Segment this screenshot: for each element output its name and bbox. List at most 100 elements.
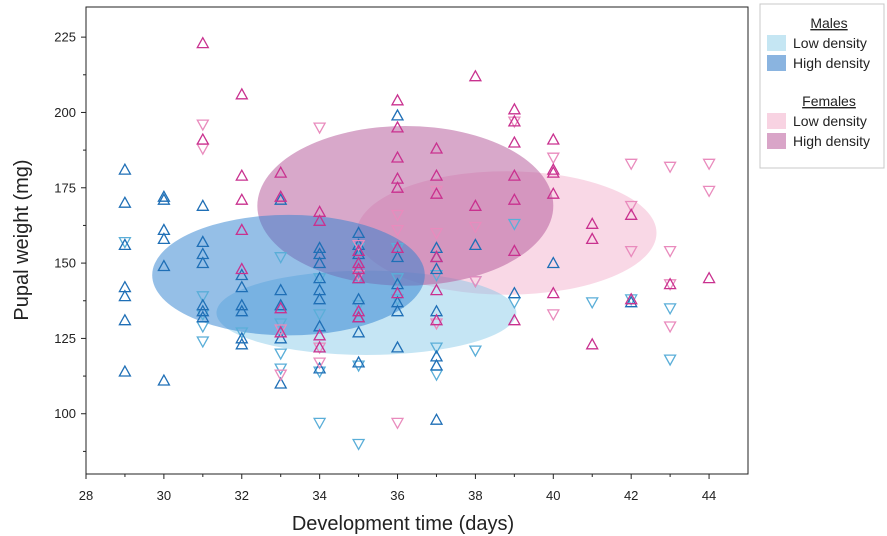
data-point bbox=[429, 358, 444, 371]
data-point bbox=[351, 239, 366, 252]
x-tick-label: 42 bbox=[624, 488, 638, 503]
data-point bbox=[312, 214, 327, 226]
data-point bbox=[546, 132, 560, 145]
x-tick-label: 40 bbox=[546, 488, 560, 503]
data-point bbox=[351, 242, 366, 255]
data-point bbox=[624, 200, 638, 213]
y-tick-label: 225 bbox=[54, 30, 76, 45]
data-point bbox=[235, 262, 249, 275]
data-point bbox=[702, 271, 716, 284]
data-point bbox=[468, 199, 483, 211]
data-point bbox=[274, 318, 288, 331]
x-tick-label: 30 bbox=[157, 488, 171, 503]
data-point bbox=[390, 241, 405, 254]
data-point bbox=[507, 218, 522, 231]
data-point bbox=[118, 162, 132, 175]
data-point bbox=[429, 250, 444, 263]
data-point bbox=[274, 165, 288, 178]
data-point bbox=[390, 171, 405, 184]
data-point bbox=[118, 195, 132, 208]
data-point bbox=[390, 150, 405, 163]
data-point bbox=[312, 361, 327, 374]
data-point bbox=[274, 331, 288, 344]
legend-group-heading: Males bbox=[810, 15, 847, 31]
legend-swatch bbox=[767, 113, 786, 129]
legend-label: High density bbox=[793, 133, 870, 149]
data-point bbox=[429, 283, 444, 296]
data-point bbox=[274, 283, 288, 296]
data-point bbox=[507, 286, 522, 299]
data-point bbox=[312, 271, 327, 284]
axis-layer: 28 30 32 34 36 38 40 42 44 100 125 150 175 200 225 bbox=[54, 30, 716, 503]
data-point bbox=[196, 119, 210, 132]
data-point bbox=[274, 348, 288, 361]
data-point bbox=[274, 298, 288, 311]
x-tick-label: 28 bbox=[79, 488, 93, 503]
data-point bbox=[429, 141, 444, 154]
data-point bbox=[351, 360, 366, 373]
data-point bbox=[118, 313, 132, 326]
data-point bbox=[429, 270, 444, 282]
data-point bbox=[390, 295, 405, 308]
data-point bbox=[390, 250, 405, 263]
data-point bbox=[235, 223, 249, 236]
data-point bbox=[235, 337, 249, 350]
data-point bbox=[235, 168, 249, 181]
data-point bbox=[351, 304, 366, 317]
data-point bbox=[429, 349, 444, 362]
data-point bbox=[351, 325, 366, 338]
data-point bbox=[274, 369, 288, 382]
data-point bbox=[157, 259, 171, 272]
y-tick-label: 100 bbox=[54, 406, 76, 421]
data-point bbox=[429, 262, 444, 275]
data-point bbox=[390, 224, 405, 237]
data-point bbox=[585, 297, 599, 310]
data-point bbox=[663, 321, 677, 334]
data-point bbox=[390, 286, 405, 299]
ellipse-layer bbox=[152, 126, 657, 355]
data-point bbox=[507, 192, 522, 205]
data-point bbox=[468, 69, 483, 82]
data-point bbox=[507, 102, 522, 115]
data-point bbox=[196, 132, 210, 145]
data-point bbox=[235, 327, 249, 340]
data-point bbox=[312, 328, 327, 341]
data-point bbox=[235, 280, 249, 293]
confidence-ellipse-3 bbox=[152, 214, 425, 336]
data-point bbox=[235, 304, 249, 317]
data-point bbox=[624, 158, 638, 171]
data-point bbox=[274, 189, 288, 202]
data-point bbox=[157, 189, 171, 202]
data-point bbox=[507, 168, 522, 181]
y-tick-label: 200 bbox=[54, 105, 76, 120]
data-point bbox=[624, 295, 638, 308]
data-point bbox=[196, 310, 210, 323]
data-point bbox=[312, 283, 327, 296]
data-point bbox=[429, 185, 444, 198]
data-point bbox=[663, 161, 677, 174]
series-3 bbox=[196, 36, 716, 353]
data-point bbox=[274, 301, 288, 314]
legend-label: Low density bbox=[793, 35, 867, 51]
data-point bbox=[196, 291, 210, 304]
data-point bbox=[312, 205, 327, 217]
marker-layer bbox=[118, 36, 716, 451]
data-point bbox=[390, 108, 405, 121]
data-point bbox=[546, 162, 560, 175]
data-point bbox=[274, 363, 288, 376]
data-point bbox=[546, 165, 560, 178]
data-point bbox=[312, 247, 327, 260]
data-point bbox=[429, 318, 444, 331]
data-point bbox=[312, 122, 327, 135]
data-point bbox=[546, 152, 560, 165]
data-point bbox=[507, 135, 522, 148]
data-point bbox=[157, 232, 171, 245]
data-point bbox=[507, 114, 522, 127]
legend-label: Low density bbox=[793, 113, 867, 129]
data-point bbox=[235, 192, 249, 205]
data-point bbox=[196, 199, 210, 211]
data-point bbox=[429, 342, 444, 355]
data-point bbox=[624, 208, 638, 220]
data-point bbox=[702, 158, 716, 171]
